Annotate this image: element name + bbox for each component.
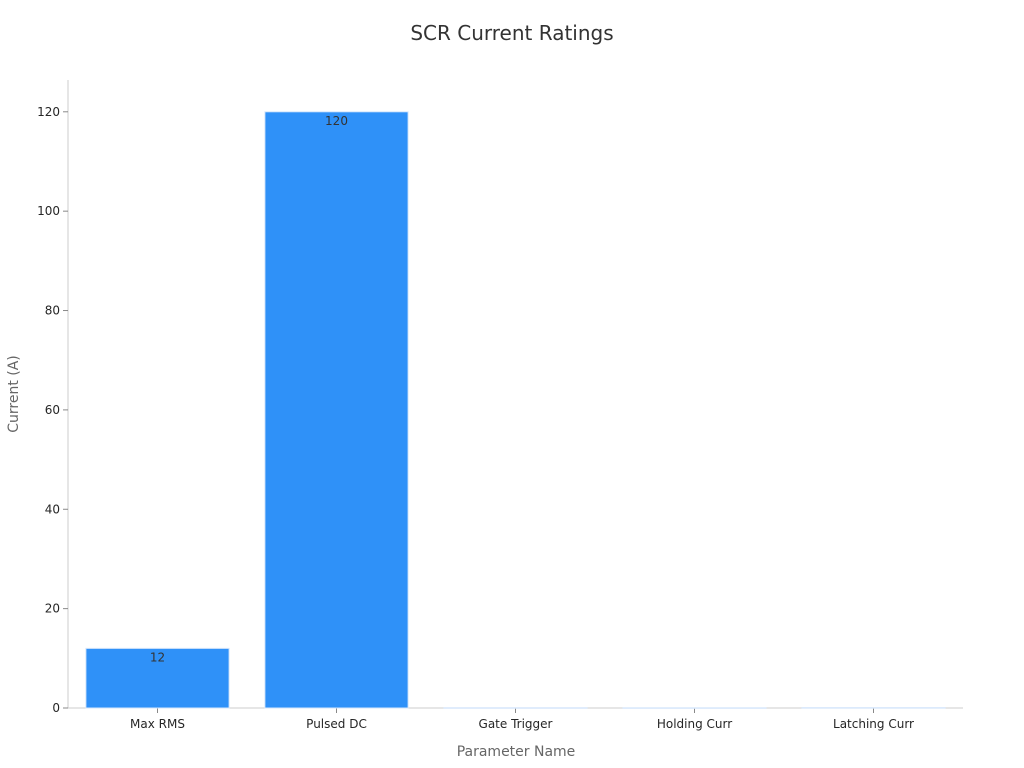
x-tick-label: Latching Curr [833, 717, 914, 731]
bar-series [85, 111, 946, 709]
y-tick-label: 100 [37, 204, 60, 218]
bar [622, 707, 767, 709]
bar-value-label: 120 [325, 114, 348, 128]
x-axis: Max RMS Pulsed DC Gate Trigger Holding Curr… [68, 707, 963, 731]
bar [443, 707, 588, 709]
x-tick-label: Holding Curr [657, 717, 732, 731]
bar [264, 111, 409, 709]
x-tick-label: Max RMS [130, 717, 185, 731]
x-tick-label: Gate Trigger [479, 717, 553, 731]
chart-title: SCR Current Ratings [410, 21, 613, 45]
bar [801, 707, 946, 709]
y-tick-label: 80 [45, 304, 60, 318]
y-tick-label: 40 [45, 502, 60, 516]
bar-value-label: 12 [150, 650, 165, 664]
data-labels: 12 120 [150, 114, 348, 665]
bar [85, 647, 230, 709]
y-axis: 0 20 40 60 80 100 120 [37, 80, 69, 715]
x-axis-title: Parameter Name [457, 744, 576, 760]
y-axis-title: Current (A) [6, 355, 22, 433]
y-tick-label: 60 [45, 403, 60, 417]
y-tick-label: 0 [52, 701, 60, 715]
x-tick-label: Pulsed DC [306, 717, 367, 731]
y-tick-label: 20 [45, 602, 60, 616]
y-tick-label: 120 [37, 105, 60, 119]
